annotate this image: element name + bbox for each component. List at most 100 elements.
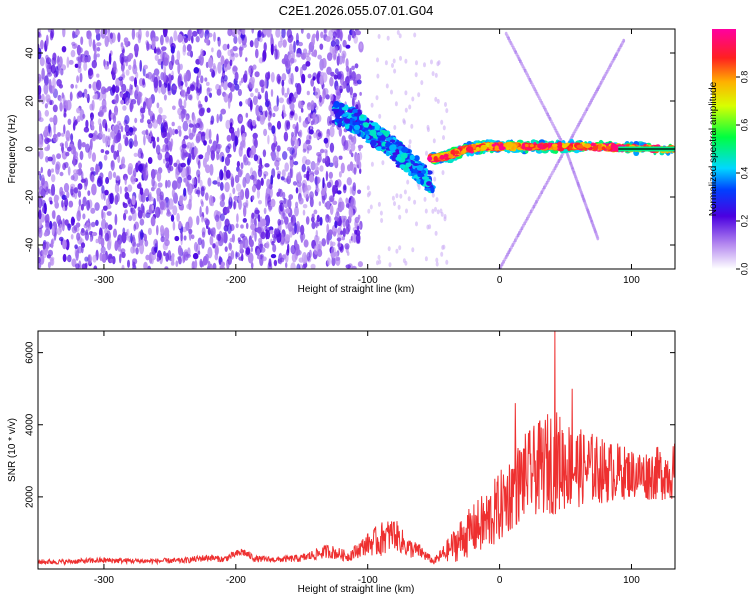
noise-speckle — [114, 213, 118, 226]
sparse-speckle — [390, 89, 393, 95]
noise-speckle — [114, 194, 118, 205]
signal-track-descending — [364, 130, 370, 135]
noise-speckle — [125, 69, 130, 76]
noise-speckle — [266, 178, 271, 189]
noise-speckle — [287, 172, 291, 179]
noise-speckle — [240, 162, 244, 170]
signal-track-locked — [584, 143, 592, 149]
noise-speckle — [186, 203, 192, 210]
noise-speckle — [95, 238, 99, 244]
signal-track-descending — [370, 139, 377, 147]
noise-speckle — [141, 113, 145, 120]
noise-speckle — [326, 66, 332, 76]
signal-track-descending — [421, 176, 429, 180]
noise-speckle — [330, 40, 336, 47]
noise-speckle — [308, 49, 311, 55]
noise-speckle — [219, 200, 225, 208]
signal-track-descending — [375, 146, 383, 152]
noise-speckle — [201, 131, 206, 143]
noise-speckle — [264, 77, 268, 89]
noise-speckle — [353, 167, 357, 175]
signal-track-locked — [568, 146, 573, 150]
noise-speckle — [293, 91, 298, 99]
noise-speckle — [285, 262, 288, 269]
sparse-speckle — [398, 214, 402, 220]
noise-speckle — [84, 256, 89, 262]
noise-speckle — [321, 238, 327, 247]
noise-speckle — [328, 171, 333, 179]
noise-speckle — [277, 40, 283, 48]
sparse-speckle — [366, 185, 370, 191]
signal-track-locked — [494, 145, 499, 151]
noise-speckle — [167, 163, 171, 174]
noise-speckle — [325, 36, 331, 42]
noise-speckle — [355, 73, 362, 81]
noise-speckle — [249, 99, 253, 111]
noise-speckle — [112, 171, 117, 178]
noise-speckle — [273, 259, 278, 267]
noise-speckle — [204, 77, 208, 82]
noise-speckle — [182, 120, 189, 132]
noise-speckle — [127, 163, 133, 172]
signal-track-locked — [552, 146, 558, 151]
noise-speckle — [75, 222, 81, 228]
noise-speckle — [270, 174, 274, 186]
snr-y-ticks: 2000 4000 6000 — [25, 341, 675, 508]
signal-track-locked — [576, 144, 584, 149]
noise-speckle — [151, 176, 155, 188]
noise-speckle — [233, 35, 238, 45]
signal-track-locked — [529, 144, 534, 148]
noise-speckle — [291, 252, 297, 263]
noise-speckle — [43, 232, 48, 237]
noise-speckle — [172, 85, 178, 91]
noise-speckle — [251, 29, 254, 34]
noise-speckle — [230, 250, 235, 260]
noise-speckle — [221, 192, 225, 202]
signal-track-descending — [369, 129, 377, 136]
noise-speckle — [38, 94, 42, 100]
noise-speckle — [38, 262, 42, 269]
sparse-speckle — [428, 224, 432, 230]
noise-speckle — [147, 265, 151, 269]
noise-speckle — [237, 191, 243, 197]
sparse-speckle — [376, 57, 379, 63]
noise-speckle — [50, 239, 54, 249]
noise-speckle — [49, 99, 54, 106]
noise-speckle — [59, 186, 64, 197]
noise-speckle — [208, 195, 214, 206]
noise-speckle — [42, 241, 46, 250]
noise-speckle — [296, 83, 302, 95]
sparse-speckle — [431, 71, 435, 77]
noise-speckle — [51, 174, 56, 183]
noise-speckle — [82, 213, 86, 220]
noise-speckle — [186, 51, 193, 57]
noise-speckle — [300, 108, 304, 113]
sparse-speckle — [432, 138, 436, 144]
noise-speckle — [90, 120, 95, 126]
noise-speckle — [41, 67, 45, 80]
noise-speckle — [317, 54, 322, 60]
noise-speckle — [337, 55, 344, 65]
colorbar-scale — [712, 29, 736, 269]
noise-speckle — [180, 88, 184, 98]
noise-speckle — [163, 121, 168, 133]
noise-speckle — [66, 137, 70, 142]
noise-speckle — [147, 97, 153, 109]
noise-speckle — [302, 204, 308, 209]
noise-speckle — [335, 256, 341, 262]
noise-speckle — [44, 75, 49, 86]
noise-speckle — [109, 131, 114, 138]
noise-speckle — [128, 235, 131, 243]
noise-speckle — [196, 75, 199, 88]
noise-speckle — [71, 226, 78, 234]
noise-speckle — [198, 108, 205, 117]
noise-speckle — [219, 169, 224, 181]
noise-speckle — [161, 46, 167, 51]
noise-speckle — [91, 174, 95, 183]
noise-speckle — [70, 49, 76, 58]
noise-speckle — [119, 92, 124, 98]
noise-speckle — [188, 217, 193, 229]
noise-speckle — [263, 42, 267, 52]
noise-speckle — [178, 113, 182, 120]
noise-speckle — [111, 84, 116, 94]
